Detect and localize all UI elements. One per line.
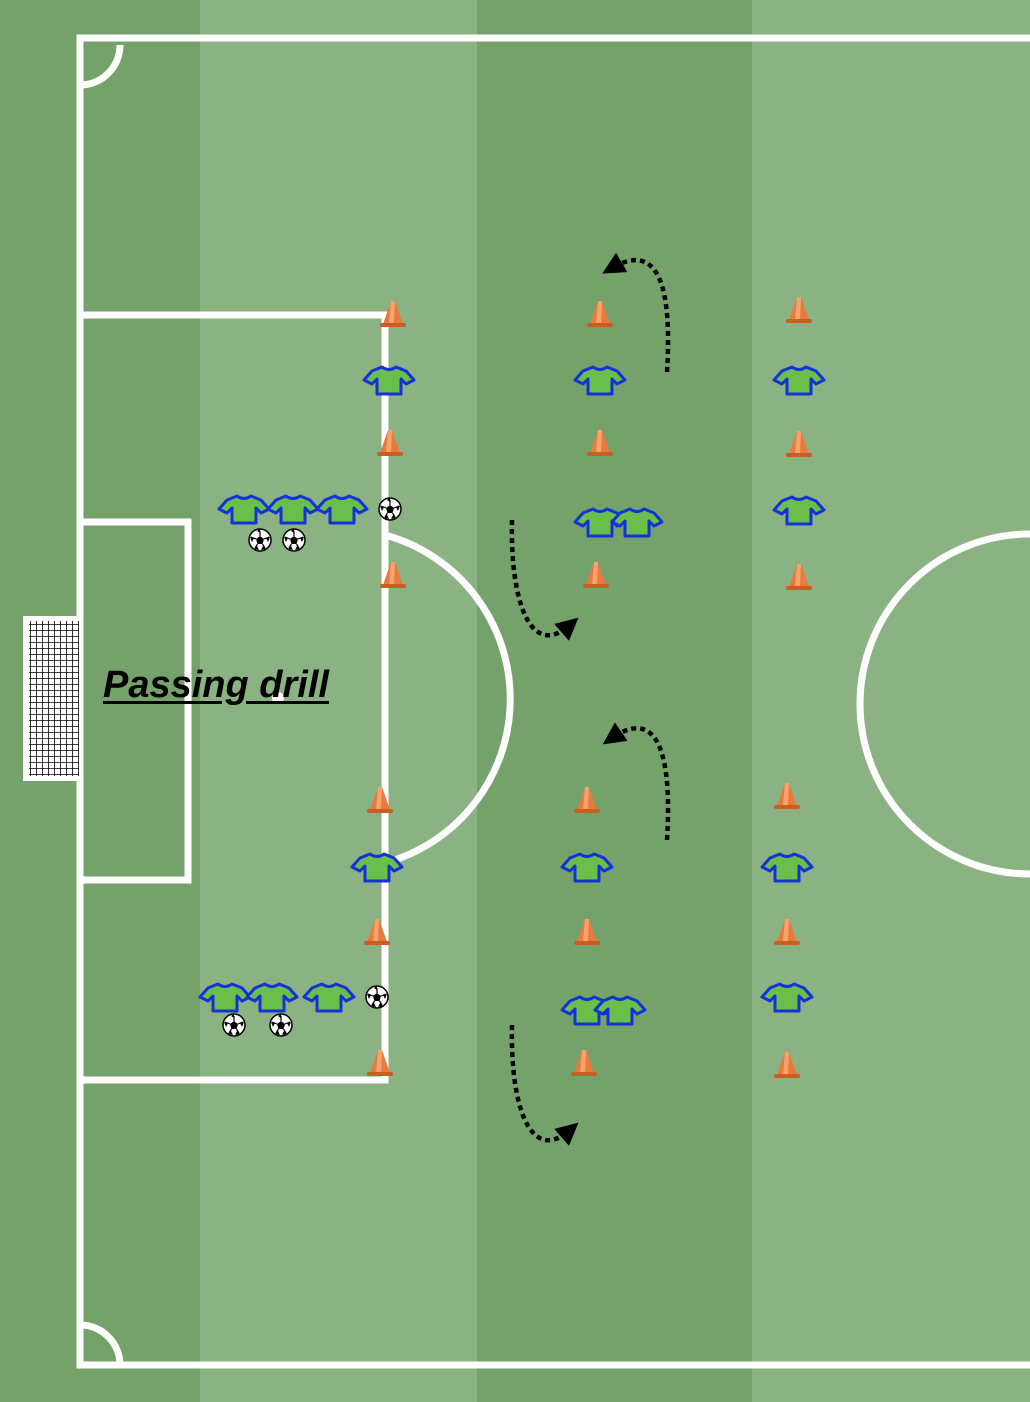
corner-arc-bottom xyxy=(79,1321,124,1366)
movement-arrows xyxy=(509,252,671,1146)
soccer-ball-icon xyxy=(378,497,402,521)
goal-area xyxy=(80,518,192,884)
penalty-box xyxy=(80,311,389,1084)
soccer-ball-icon xyxy=(365,985,389,1009)
soccer-ball-icon xyxy=(248,528,272,552)
penalty-arc xyxy=(384,531,514,867)
curved-dotted-arrow-icon xyxy=(602,252,671,373)
center-circle xyxy=(856,530,1030,878)
goal-net-icon xyxy=(23,616,81,781)
penalty-spot xyxy=(272,692,284,704)
curved-dotted-arrow-icon xyxy=(509,519,579,641)
diagram-title: Passing drill xyxy=(103,664,329,706)
soccer-ball-icon xyxy=(269,1013,293,1037)
corner-arc-top xyxy=(79,44,124,89)
soccer-ball-icon xyxy=(222,1013,246,1037)
curved-dotted-arrow-icon xyxy=(509,1024,579,1146)
curved-dotted-arrow-icon xyxy=(602,722,671,841)
soccer-ball-icon xyxy=(282,528,306,552)
